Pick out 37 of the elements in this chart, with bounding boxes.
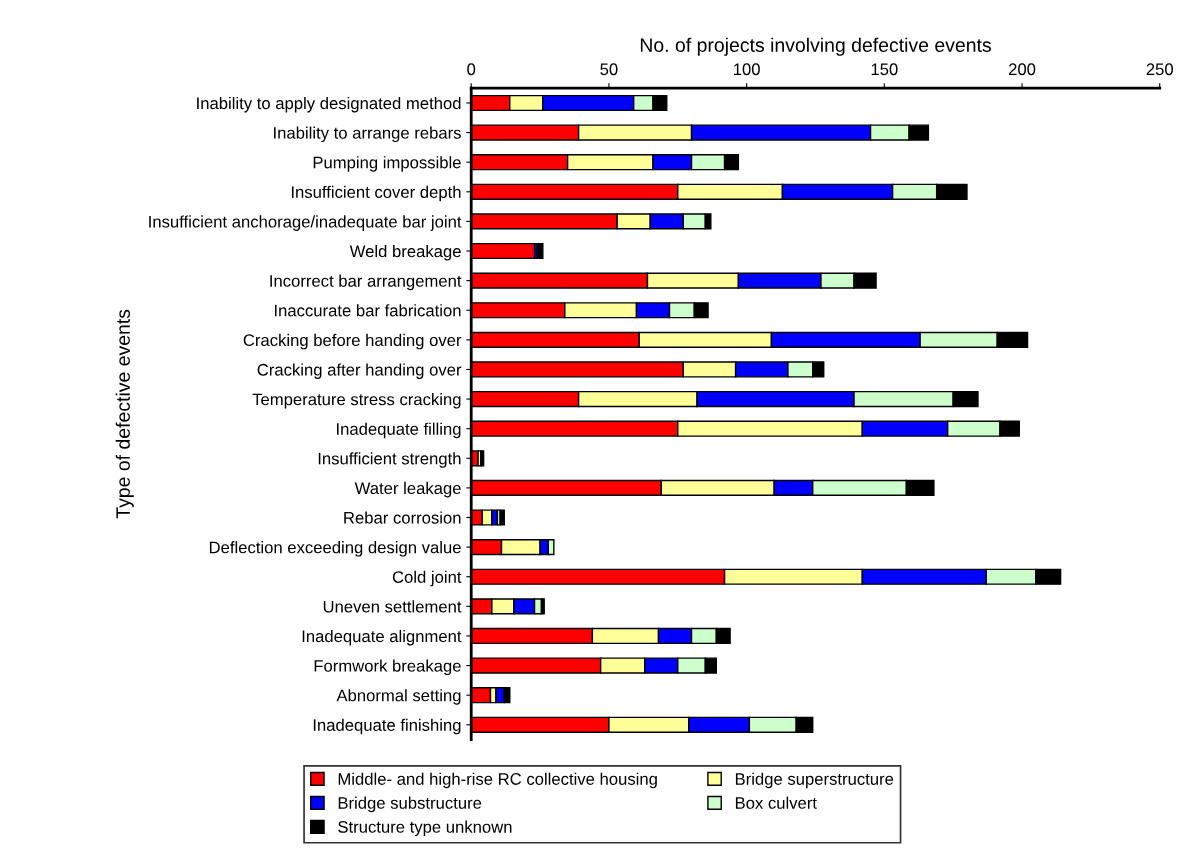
y-tick-label: Cold joint (392, 570, 462, 587)
legend-label: Structure type unknown (338, 820, 512, 837)
legend-label: Middle- and high-rise RC collective housing (338, 772, 657, 789)
y-tick-label: Inability to apply designated method (197, 96, 461, 113)
x-tick-label: 150 (871, 63, 898, 76)
x-axis-title: No. of projects involving defective events (640, 37, 991, 56)
y-tick-label: Rebar corrosion (344, 511, 461, 524)
y-tick-label: Abnormal setting (336, 689, 461, 705)
y-tick-label: Temperature stress cracking (252, 393, 461, 409)
y-tick-label: Inaccurate bar fabrication (274, 304, 461, 317)
x-tick-label: 0 (467, 63, 476, 76)
y-axis-title: Type of defective events (115, 309, 134, 519)
x-tick-label: 100 (734, 63, 760, 76)
y-tick-label: Inadequate filling (337, 422, 461, 439)
legend-label: Bridge substructure (338, 796, 482, 813)
y-tick-label: Insufficient cover depth (291, 185, 461, 202)
x-tick-label: 50 (600, 63, 618, 76)
bar (536, 242, 544, 260)
y-tick-label: Inadequate alignment (302, 629, 462, 646)
legend-label: Box culvert (735, 796, 817, 809)
y-tick-label: Deflection exceeding design value (209, 541, 461, 557)
x-tick-label: 200 (1008, 63, 1036, 76)
y-tick-label: Insufficient strength (318, 452, 461, 468)
x-tick-label: 250 (1146, 63, 1173, 76)
y-tick-label: Pumping impossible (313, 156, 461, 172)
y-tick-label: Inadequate finishing (313, 718, 461, 735)
legend-label: Bridge superstructure (735, 772, 894, 789)
y-tick-label: Insufficient anchorage/inadequate bar joint (149, 215, 462, 231)
y-tick-label: Cracking before handing over (243, 333, 462, 350)
y-tick-label: Weld breakage (349, 244, 461, 261)
bar (499, 509, 505, 526)
y-tick-label: Inability to arrange rebars (274, 126, 461, 143)
y-tick-label: Cracking after handing over (257, 363, 462, 379)
y-tick-label: Water leakage (354, 481, 461, 498)
y-tick-label: Uneven settlement (323, 600, 462, 613)
y-tick-label: Incorrect bar arrangement (270, 274, 462, 291)
y-tick-label: Formwork breakage (314, 659, 461, 676)
